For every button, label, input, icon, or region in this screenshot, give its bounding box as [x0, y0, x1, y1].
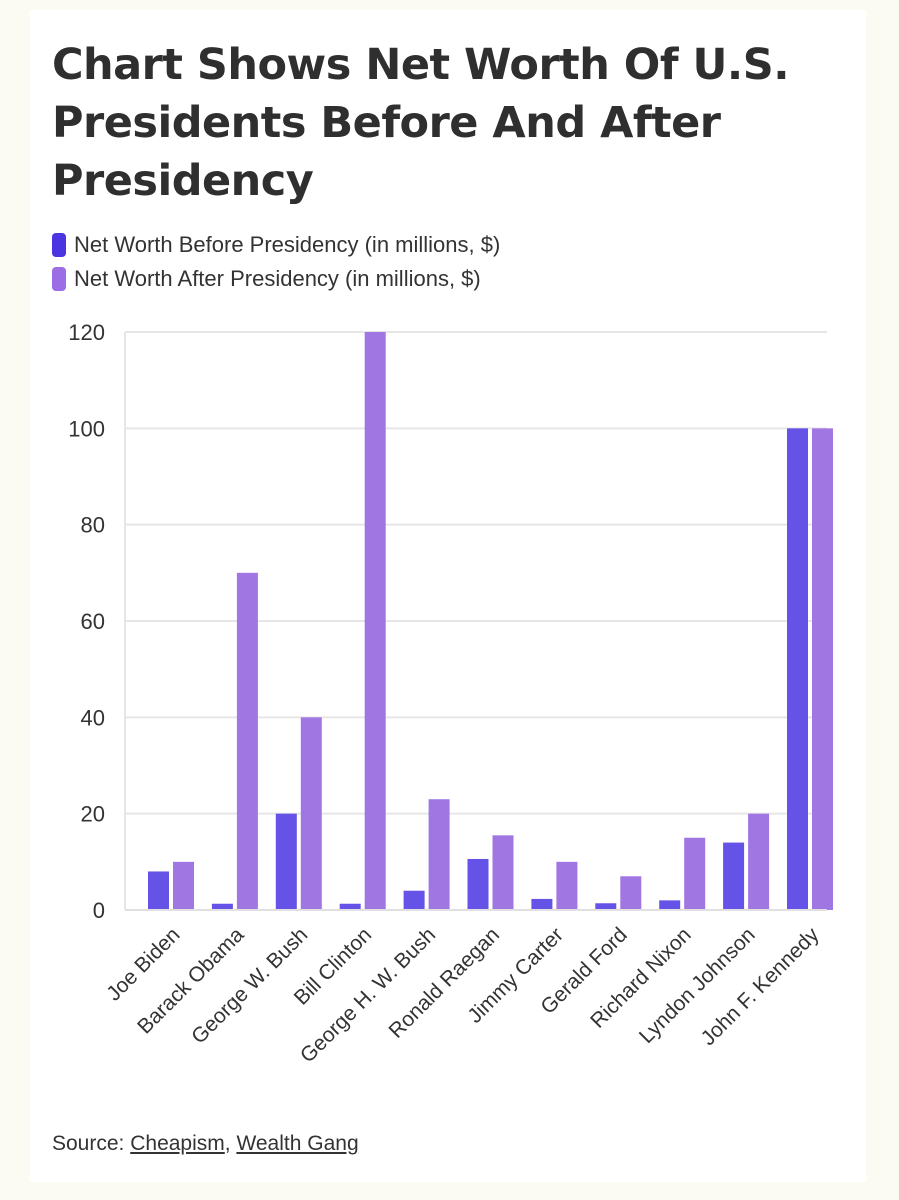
x-tick-label: George W. Bush	[187, 923, 312, 1048]
bar-after	[300, 717, 322, 910]
bar-after	[556, 861, 578, 910]
legend-swatch-before	[52, 233, 66, 257]
bar-after	[684, 837, 706, 910]
bar-after	[236, 572, 258, 910]
x-tick-label: Ronald Raegan	[385, 923, 504, 1042]
source-note: Source: Cheapism, Wealth Gang	[52, 1132, 359, 1156]
chart-title: Chart Shows Net Worth Of U.S. Presidents…	[52, 40, 790, 206]
bar-before	[403, 890, 425, 910]
bar-before	[211, 903, 233, 910]
y-tick-label: 60	[81, 609, 105, 634]
y-tick-label: 120	[68, 320, 105, 345]
x-tick-label: John F. Kennedy	[697, 923, 824, 1050]
bar-before	[659, 900, 681, 910]
legend-label-after: Net Worth After Presidency (in millions,…	[74, 266, 481, 291]
legend: Net Worth Before Presidency (in millions…	[52, 228, 500, 296]
source-prefix: Source:	[52, 1132, 131, 1155]
bar-after	[492, 835, 514, 910]
legend-swatch-after	[52, 267, 66, 291]
y-tick-label: 20	[81, 802, 105, 827]
bar-after	[812, 428, 833, 910]
y-tick-label: 100	[68, 416, 105, 441]
legend-label-before: Net Worth Before Presidency (in millions…	[74, 232, 501, 257]
x-tick-label: Lyndon Johnson	[635, 923, 760, 1048]
y-tick-label: 40	[81, 705, 105, 730]
y-tick-label: 80	[81, 513, 105, 538]
bar-after	[620, 876, 642, 910]
bar-before	[595, 903, 617, 910]
source-separator: ,	[224, 1132, 237, 1155]
bar-after	[173, 861, 194, 910]
bar-before	[531, 898, 553, 910]
chart-card: Chart Shows Net Worth Of U.S. Presidents…	[30, 10, 866, 1182]
bar-before	[467, 858, 489, 910]
y-tick-label: 0	[93, 898, 105, 923]
bar-before	[787, 428, 808, 910]
legend-item-after: Net Worth After Presidency (in millions,…	[52, 262, 500, 296]
bar-before	[275, 813, 297, 910]
bar-before	[148, 871, 169, 910]
bar-after	[364, 332, 386, 910]
bar-before	[723, 842, 745, 910]
legend-item-before: Net Worth Before Presidency (in millions…	[52, 228, 500, 262]
source-link-cheapism[interactable]: Cheapism	[130, 1132, 225, 1155]
bar-after	[748, 813, 770, 910]
bar-before	[339, 903, 361, 910]
bar-after	[428, 799, 450, 910]
source-link-wealth-gang[interactable]: Wealth Gang	[236, 1132, 359, 1155]
